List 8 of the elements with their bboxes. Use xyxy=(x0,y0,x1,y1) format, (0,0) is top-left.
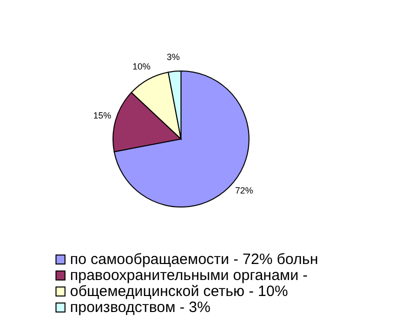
data-label: 10% xyxy=(132,62,151,72)
data-label: 3% xyxy=(166,52,180,62)
data-label: 72% xyxy=(235,186,254,196)
legend-label: производством - 3% xyxy=(70,299,210,316)
legend-label: общемедицинской сетью - 10% xyxy=(70,283,288,300)
legend-label: по самообращаемости - 72% больн xyxy=(70,251,318,268)
data-label: 15% xyxy=(93,110,112,120)
legend-label: правоохранительными органами - xyxy=(70,267,308,284)
